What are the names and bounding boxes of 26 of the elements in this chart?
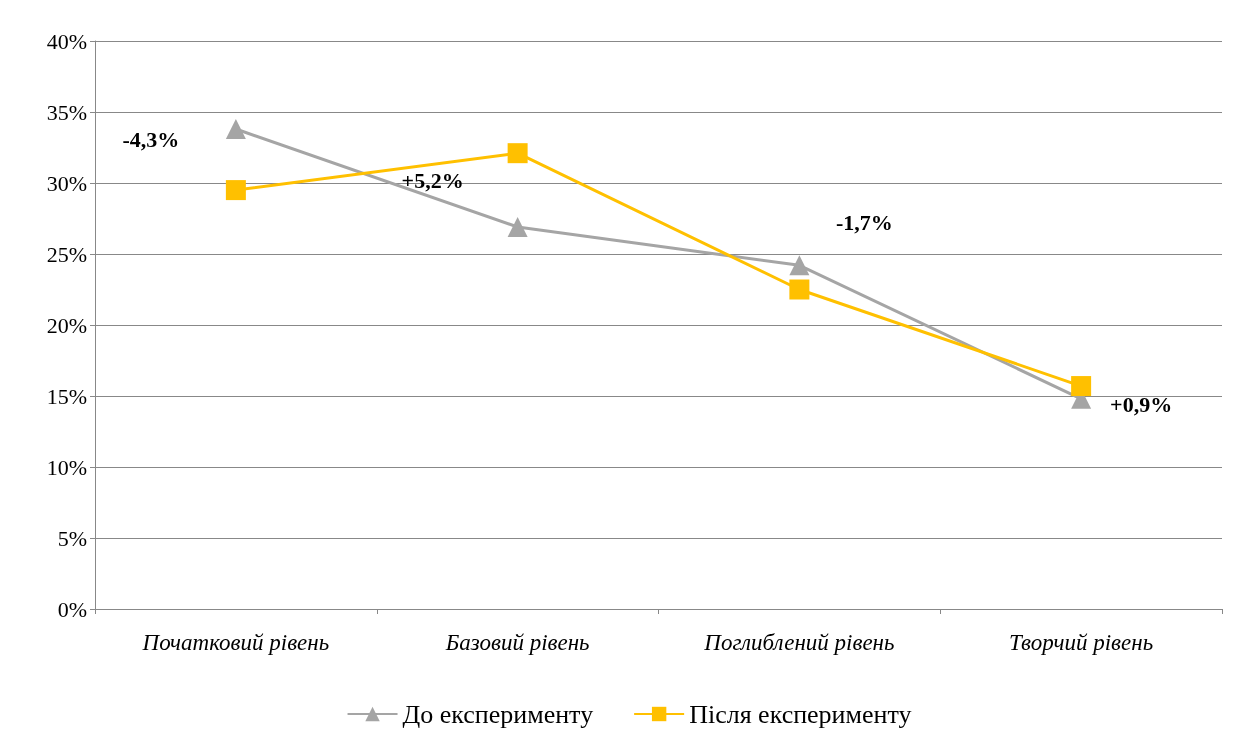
point	[789, 255, 810, 276]
legend-label: До експерименту	[402, 699, 594, 729]
annotation: +0,9%	[1110, 391, 1173, 417]
y-tick-label: 30%	[46, 170, 87, 196]
annotation: -4,3%	[122, 127, 180, 153]
legend-label: Після експерименту	[689, 699, 912, 729]
y-tick-label: 5%	[57, 525, 87, 551]
x-tick-label: Поглиблений рівень	[703, 630, 895, 655]
point	[789, 279, 810, 300]
point	[225, 119, 246, 140]
x-tick-label: Початковий рівень	[141, 630, 330, 655]
y-tick-label: 10%	[46, 454, 87, 480]
x-tick-label: Базовий рівень	[444, 630, 590, 655]
y-tick-label: 20%	[46, 312, 87, 338]
y-tick-label: 0%	[57, 596, 87, 622]
annotation: -1,7%	[835, 209, 893, 235]
point	[225, 180, 246, 201]
y-tick-label: 25%	[46, 241, 87, 267]
y-tick-label: 35%	[46, 99, 87, 125]
y-tick-label: 15%	[46, 383, 87, 409]
y-tick-label: 40%	[46, 28, 87, 54]
point	[507, 143, 528, 164]
annotation: +5,2%	[401, 167, 464, 193]
point	[507, 217, 528, 238]
point	[1071, 376, 1092, 397]
x-tick-label: Творчий рівень	[1009, 630, 1154, 655]
